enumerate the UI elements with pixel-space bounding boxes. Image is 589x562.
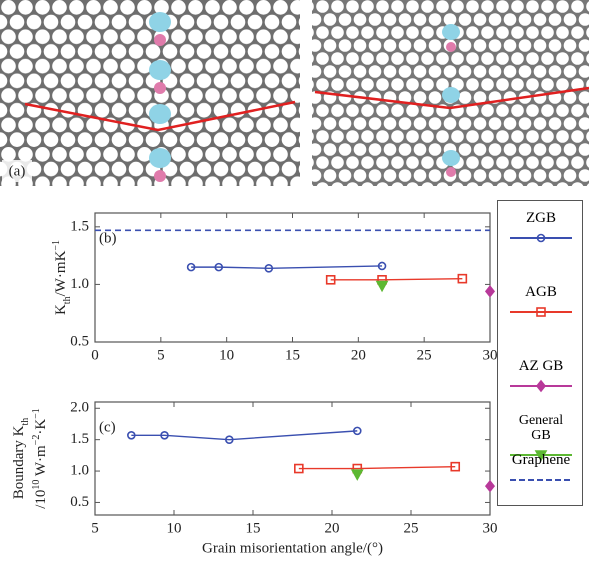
y-axis-label-part: ·K (33, 419, 49, 435)
marker (352, 470, 362, 479)
legend: ZGB AGB AZ GB General GB Graphene (497, 200, 583, 506)
x-tick-label: 5 (91, 520, 99, 536)
y-axis-label-part: /W·mK (53, 250, 69, 296)
plot-frame (95, 402, 490, 515)
legend-entry: ZGB (498, 211, 584, 246)
x-tick-label: 20 (325, 520, 340, 536)
series-line (299, 467, 455, 469)
x-tick-label: 10 (219, 347, 234, 363)
y-tick-label: 1.0 (70, 276, 89, 292)
y-axis-label-part: W·m (33, 445, 49, 480)
panel-label: (b) (99, 230, 117, 246)
legend-label: AGB (498, 285, 584, 300)
y-axis-label-part: −2 (31, 435, 42, 446)
legend-label: General GB (511, 413, 571, 443)
lattice-image-left: (a) (0, 0, 300, 186)
legend-swatch (498, 304, 584, 320)
y-tick-label: 1.0 (70, 462, 89, 478)
x-tick-label: 30 (483, 520, 498, 536)
y-axis-label-part: −1 (51, 240, 62, 251)
legend-entry: AZ GB (498, 359, 584, 394)
y-axis-label-part: Boundary K (11, 425, 27, 499)
x-tick-label: 20 (351, 347, 366, 363)
y-axis-label-part: th (62, 296, 73, 304)
legend-entry: AGB (498, 285, 584, 320)
y-axis-label: /1010 W·m−2·K−1 (31, 408, 50, 509)
plot-frame (95, 213, 490, 342)
marker (486, 481, 494, 491)
panel-label: (c) (99, 419, 116, 435)
legend-label: AZ GB (498, 359, 584, 374)
x-tick-label: 25 (404, 520, 419, 536)
y-tick-label: 1.5 (70, 218, 89, 234)
y-tick-label: 0.5 (70, 333, 89, 349)
legend-entry: Graphene (498, 453, 584, 488)
y-tick-label: 0.5 (70, 494, 89, 510)
y-axis-label-part: −1 (31, 408, 42, 419)
x-tick-label: 15 (285, 347, 300, 363)
marker (537, 381, 545, 391)
x-tick-label: 15 (246, 520, 261, 536)
y-tick-label: 1.5 (70, 431, 89, 447)
x-axis-label: Grain misorientation angle/(°) (202, 540, 383, 556)
marker (377, 282, 387, 291)
legend-label: Graphene (498, 453, 584, 468)
legend-swatch (498, 378, 584, 394)
y-axis-label: Boundary Kth (11, 418, 30, 500)
series-line (331, 279, 463, 280)
page: (a) 0510152025300.51.01.5(b)Kth/W·mK−151… (0, 0, 589, 562)
series-line (191, 266, 382, 268)
legend-swatch (498, 230, 584, 246)
x-tick-label: 30 (483, 347, 498, 363)
x-tick-label: 10 (167, 520, 182, 536)
panel-label: (a) (9, 163, 26, 179)
y-axis-label-part: 10 (31, 480, 42, 490)
y-tick-label: 2.0 (70, 400, 89, 416)
y-axis-label-part: th (20, 418, 31, 426)
lattice-image-right (312, 0, 589, 186)
x-tick-label: 0 (91, 347, 99, 363)
legend-swatch (498, 472, 584, 488)
y-axis-label-part: K (53, 304, 69, 315)
y-axis-label-part: /10 (33, 490, 49, 509)
x-tick-label: 5 (157, 347, 165, 363)
x-tick-label: 25 (417, 347, 432, 363)
legend-label: ZGB (498, 211, 584, 226)
marker (486, 286, 494, 296)
